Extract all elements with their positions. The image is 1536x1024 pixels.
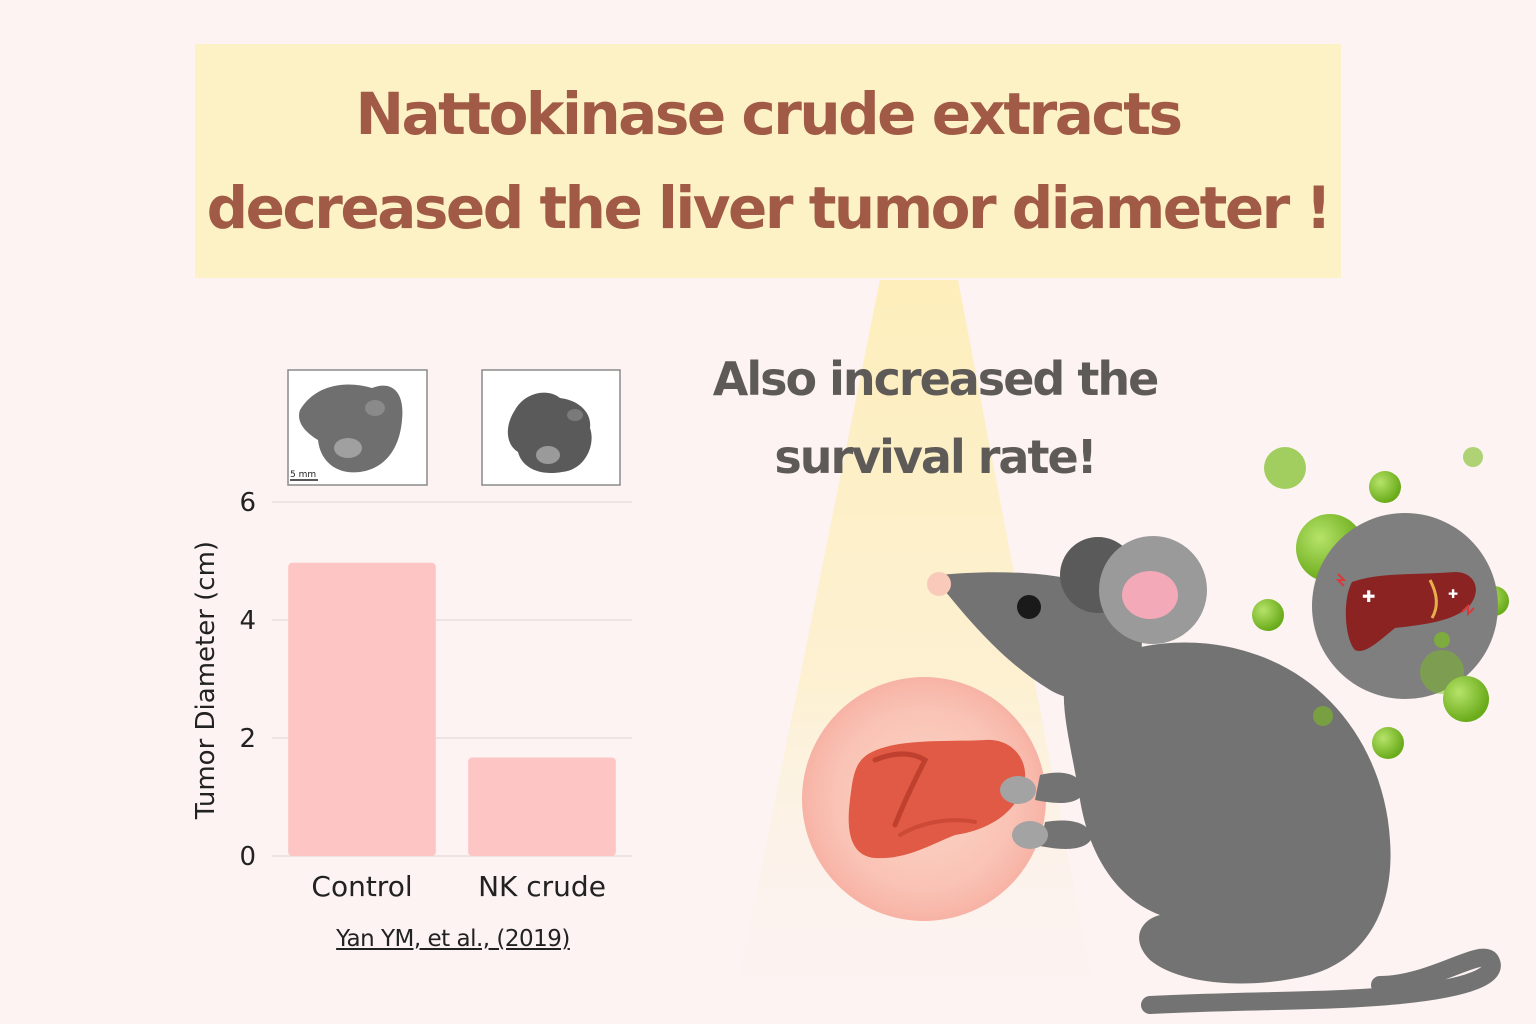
specimen-photo-nk-crude xyxy=(481,369,621,486)
title-banner: Nattokinase crude extracts decreased the… xyxy=(195,44,1341,278)
bar-control xyxy=(288,562,436,856)
citation-link[interactable]: Yan YM, et al., (2019) xyxy=(336,926,570,952)
subtitle: Also increased the survival rate! xyxy=(690,340,1180,496)
liver-circle-illustration xyxy=(802,677,1046,921)
y-ticks: 0 2 4 6 xyxy=(239,488,256,872)
y-axis-label: Tumor Diameter (cm) xyxy=(191,541,221,820)
y-tick-label: 0 xyxy=(239,842,256,872)
bar-nk-crude xyxy=(468,757,616,856)
y-tick-label: 6 xyxy=(239,488,256,518)
x-category-label: Control xyxy=(311,870,412,903)
subtitle-line-2: survival rate! xyxy=(774,430,1097,484)
specimen-photo-control: 5 mm xyxy=(287,369,428,486)
subtitle-line-1: Also increased the xyxy=(712,352,1160,406)
x-categories: Control NK crude xyxy=(311,870,606,903)
title-line-2: decreased the liver tumor diameter ! xyxy=(206,174,1332,242)
y-tick-label: 4 xyxy=(239,606,256,636)
title-line-1: Nattokinase crude extracts xyxy=(355,80,1183,148)
diseased-liver-illustration: ✚ ✚ xyxy=(1312,513,1498,722)
bar-chart: 0 2 4 6 Control NK crude Tumor Diameter (cm) xyxy=(191,488,632,903)
y-tick-label: 2 xyxy=(239,724,256,754)
scale-bar-label: 5 mm xyxy=(290,470,316,480)
bars xyxy=(288,562,616,856)
mouse-illustration xyxy=(927,536,1501,1014)
svg-text:✚: ✚ xyxy=(1448,587,1458,601)
x-category-label: NK crude xyxy=(478,870,606,903)
svg-text:✚: ✚ xyxy=(1362,587,1375,606)
